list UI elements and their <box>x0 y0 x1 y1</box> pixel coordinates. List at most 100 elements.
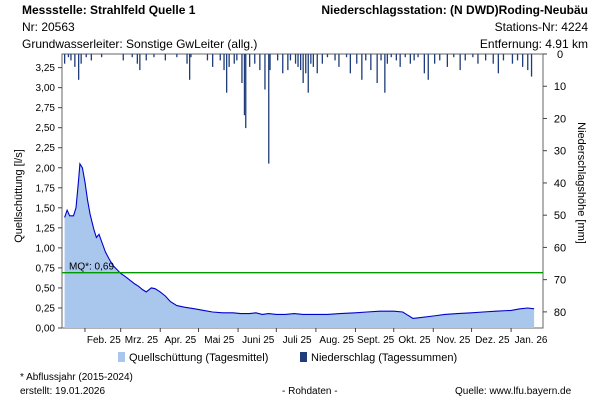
source-link[interactable]: Quelle: www.lfu.bayern.de <box>455 386 572 397</box>
discharge-line <box>64 162 535 319</box>
legend-precipitation-label: Niederschlag (Tagessummen) <box>311 352 458 364</box>
x-tick-label: Mrz. 25 <box>125 335 159 346</box>
legend-discharge-label: Quellschüttung (Tagesmittel) <box>129 352 269 364</box>
precip-bar <box>277 54 279 61</box>
precip-bar <box>459 54 461 71</box>
precip-bar <box>404 54 406 58</box>
precip-bar <box>300 54 302 71</box>
precip-bar <box>268 54 270 164</box>
precip-bar <box>164 54 166 61</box>
precip-bar <box>302 54 304 83</box>
mq-label: MQ*: 0,69 <box>69 262 114 273</box>
precip-bar <box>345 54 348 58</box>
precip-bar <box>334 54 336 61</box>
precip-bar <box>131 54 133 58</box>
legend-discharge: Quellschüttung (Tagesmittel) <box>118 352 268 364</box>
precip-bar <box>294 54 297 64</box>
precip-bar <box>453 54 455 58</box>
precip-bar <box>212 54 214 67</box>
precip-bar <box>413 54 415 61</box>
precip-bar <box>349 54 351 74</box>
precip-bar <box>245 54 247 129</box>
precip-bar <box>527 54 529 71</box>
precip-bar <box>70 54 72 61</box>
precip-bar <box>139 54 141 71</box>
precip-bar <box>316 54 318 74</box>
y-right-tick-label: 60 <box>554 242 566 254</box>
precip-bar <box>423 54 425 74</box>
precip-bar <box>502 54 505 61</box>
y-left-tick-label: 2,00 <box>36 163 56 174</box>
precip-bar <box>297 54 299 67</box>
x-tick-label: Juli 25 <box>283 335 312 346</box>
created-date: erstellt: 19.01.2026 <box>20 386 106 397</box>
precip-bar <box>176 54 178 58</box>
x-tick-label: Juni 25 <box>242 335 275 346</box>
precip-bar <box>384 54 386 93</box>
precip-bar <box>376 54 378 83</box>
precip-bar <box>365 54 367 61</box>
precip-bar <box>307 54 309 93</box>
precip-bar <box>477 54 479 64</box>
footnote: * Abflussjahr (2015-2024) <box>20 372 133 383</box>
precip-bar <box>305 54 307 74</box>
y-right-tick-label: 30 <box>554 146 566 158</box>
precip-bar <box>427 54 429 80</box>
precip-bar <box>153 54 155 58</box>
precip-bar <box>446 54 448 67</box>
y-right-tick-label: 0 <box>557 49 563 61</box>
precip-bar <box>78 54 80 80</box>
precip-bar <box>145 54 147 61</box>
precip-bar <box>233 54 235 64</box>
precip-bar <box>241 54 243 83</box>
y-right-axis-title: Niederschlagshöhe [mm] <box>575 122 587 244</box>
y-left-tick-label: 0,00 <box>36 324 56 335</box>
precip-bar <box>186 54 188 64</box>
legend-precipitation: Niederschlag (Tagessummen) <box>300 352 457 364</box>
precip-bar <box>259 54 261 71</box>
y-right-tick-label: 40 <box>554 178 566 190</box>
y-left-tick-label: 0,75 <box>36 263 56 274</box>
precip-station-title: Niederschlagsstation: (N DWD)Roding-Neub… <box>321 3 588 17</box>
precip-bar <box>67 54 70 58</box>
precip-station-distance: Entfernung: 4.91 km <box>479 37 588 51</box>
precip-bar <box>472 54 474 58</box>
y-left-tick-label: 1,75 <box>36 183 56 194</box>
raw-data-note: - Rohdaten - <box>282 386 338 397</box>
precip-bar <box>485 54 487 61</box>
precip-bar <box>464 54 466 61</box>
precip-bar <box>226 54 228 93</box>
precip-bar <box>395 54 397 61</box>
precip-bar <box>287 54 289 71</box>
x-tick-label: Jan. 26 <box>515 335 548 346</box>
precip-bar <box>338 54 340 67</box>
precip-bar <box>511 54 514 64</box>
precip-bar <box>136 54 138 64</box>
y-left-axis-title: Quellschüttung [l/s] <box>13 149 25 243</box>
y-left-tick-label: 0,50 <box>36 283 56 294</box>
legend-precipitation-swatch <box>300 352 307 362</box>
precip-bar <box>80 54 82 64</box>
precip-bar <box>236 54 238 61</box>
y-right-tick-label: 10 <box>554 81 566 93</box>
precip-bar <box>249 54 251 67</box>
y-right-tick-label: 70 <box>554 275 566 287</box>
precip-bar <box>434 54 436 64</box>
precip-bar <box>85 54 87 58</box>
precip-station-number: Stations-Nr: 4224 <box>494 20 588 34</box>
precip-bar <box>516 54 519 61</box>
precip-bar <box>228 54 230 67</box>
x-tick-label: Nov. 25 <box>437 335 471 346</box>
precip-bar <box>497 54 499 74</box>
x-tick-label: Dez. 25 <box>475 335 510 346</box>
precip-bar <box>386 54 388 64</box>
x-tick-label: Sept. 25 <box>357 335 395 346</box>
precip-bar <box>254 54 256 64</box>
x-tick-label: Okt. 25 <box>398 335 431 346</box>
precip-bar <box>269 54 271 71</box>
y-right-tick-label: 80 <box>554 307 566 319</box>
precip-bar <box>219 54 221 61</box>
precip-bar <box>189 54 191 80</box>
precip-bar <box>380 54 382 61</box>
precip-bar <box>264 54 266 90</box>
